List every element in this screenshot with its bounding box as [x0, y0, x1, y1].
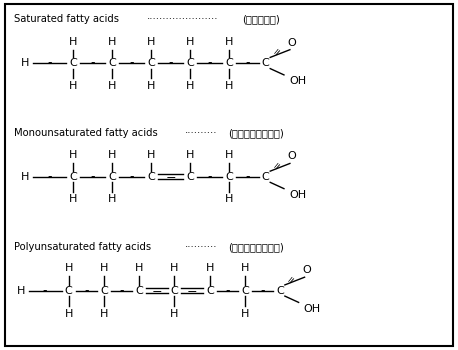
Text: OH: OH: [289, 76, 306, 86]
Text: H: H: [108, 81, 116, 91]
Text: -: -: [169, 56, 173, 70]
Text: H: H: [225, 81, 233, 91]
Text: -: -: [120, 284, 124, 297]
Text: C: C: [186, 58, 194, 68]
Text: O: O: [288, 152, 297, 161]
Text: H: H: [135, 264, 143, 273]
Text: Monounsaturated fatty acids: Monounsaturated fatty acids: [14, 128, 158, 138]
Text: (單元不飽和脰肪酸): (單元不飽和脰肪酸): [228, 128, 284, 138]
Text: -: -: [47, 170, 51, 183]
Text: H: H: [206, 264, 214, 273]
Text: H: H: [69, 81, 77, 91]
Text: -: -: [245, 170, 250, 183]
Text: H: H: [186, 150, 194, 160]
Text: -: -: [91, 170, 95, 183]
Text: -: -: [47, 56, 51, 69]
Text: -: -: [207, 56, 212, 70]
Text: H: H: [225, 37, 233, 47]
Text: C: C: [171, 286, 178, 295]
Text: H: H: [108, 150, 116, 160]
Text: H: H: [147, 37, 155, 47]
Text: -: -: [130, 56, 134, 70]
Text: C: C: [206, 286, 213, 295]
Text: =: =: [152, 284, 162, 297]
Text: H: H: [108, 195, 116, 204]
Text: H: H: [69, 150, 77, 160]
Text: =: =: [271, 46, 284, 58]
Text: H: H: [65, 264, 73, 273]
Text: H: H: [147, 150, 155, 160]
Text: H: H: [225, 195, 233, 204]
Text: H: H: [225, 150, 233, 160]
Text: -: -: [43, 284, 47, 297]
Text: -: -: [207, 170, 212, 183]
Text: H: H: [186, 81, 194, 91]
Text: ··········: ··········: [185, 242, 217, 252]
Text: H: H: [147, 81, 155, 91]
Text: =: =: [165, 170, 176, 183]
Text: C: C: [147, 58, 155, 68]
Text: H: H: [108, 37, 116, 47]
Text: C: C: [136, 286, 143, 295]
Text: H: H: [241, 309, 249, 319]
Text: OH: OH: [304, 304, 321, 314]
Text: -: -: [225, 284, 229, 297]
Text: -: -: [130, 170, 134, 183]
Text: -: -: [91, 56, 95, 70]
Text: C: C: [147, 172, 155, 182]
Text: C: C: [70, 58, 77, 68]
Text: C: C: [225, 172, 233, 182]
Text: H: H: [100, 264, 108, 273]
Text: C: C: [262, 58, 269, 68]
Text: C: C: [109, 58, 116, 68]
Text: C: C: [225, 58, 233, 68]
Text: H: H: [21, 58, 29, 68]
Text: Saturated fatty acids: Saturated fatty acids: [14, 14, 119, 24]
Text: =: =: [187, 284, 197, 297]
Text: H: H: [241, 264, 249, 273]
Text: H: H: [170, 309, 179, 319]
Text: ······················: ······················: [147, 14, 218, 24]
Text: C: C: [70, 172, 77, 182]
Text: H: H: [16, 286, 25, 295]
Text: H: H: [69, 195, 77, 204]
Text: -: -: [261, 284, 265, 297]
Text: H: H: [100, 309, 108, 319]
Text: H: H: [65, 309, 73, 319]
Text: O: O: [302, 265, 311, 275]
Text: C: C: [100, 286, 108, 295]
Text: H: H: [21, 172, 29, 182]
Text: H: H: [170, 264, 179, 273]
Text: C: C: [277, 286, 284, 295]
Text: ··········: ··········: [185, 128, 217, 138]
Text: H: H: [69, 37, 77, 47]
Text: (飽和脰肪酸): (飽和脰肪酸): [242, 14, 280, 24]
Text: -: -: [245, 56, 250, 70]
Text: =: =: [286, 273, 299, 286]
Text: C: C: [65, 286, 72, 295]
Text: C: C: [241, 286, 249, 295]
Text: C: C: [109, 172, 116, 182]
Text: C: C: [262, 172, 269, 182]
Text: O: O: [288, 38, 297, 48]
Text: =: =: [271, 159, 284, 172]
Text: H: H: [186, 37, 194, 47]
Text: Polyunsaturated fatty acids: Polyunsaturated fatty acids: [14, 242, 151, 252]
Text: -: -: [84, 284, 88, 297]
Text: (多元不飽和脰肪酸): (多元不飽和脰肪酸): [228, 242, 284, 252]
Text: C: C: [186, 172, 194, 182]
Text: OH: OH: [289, 190, 306, 200]
